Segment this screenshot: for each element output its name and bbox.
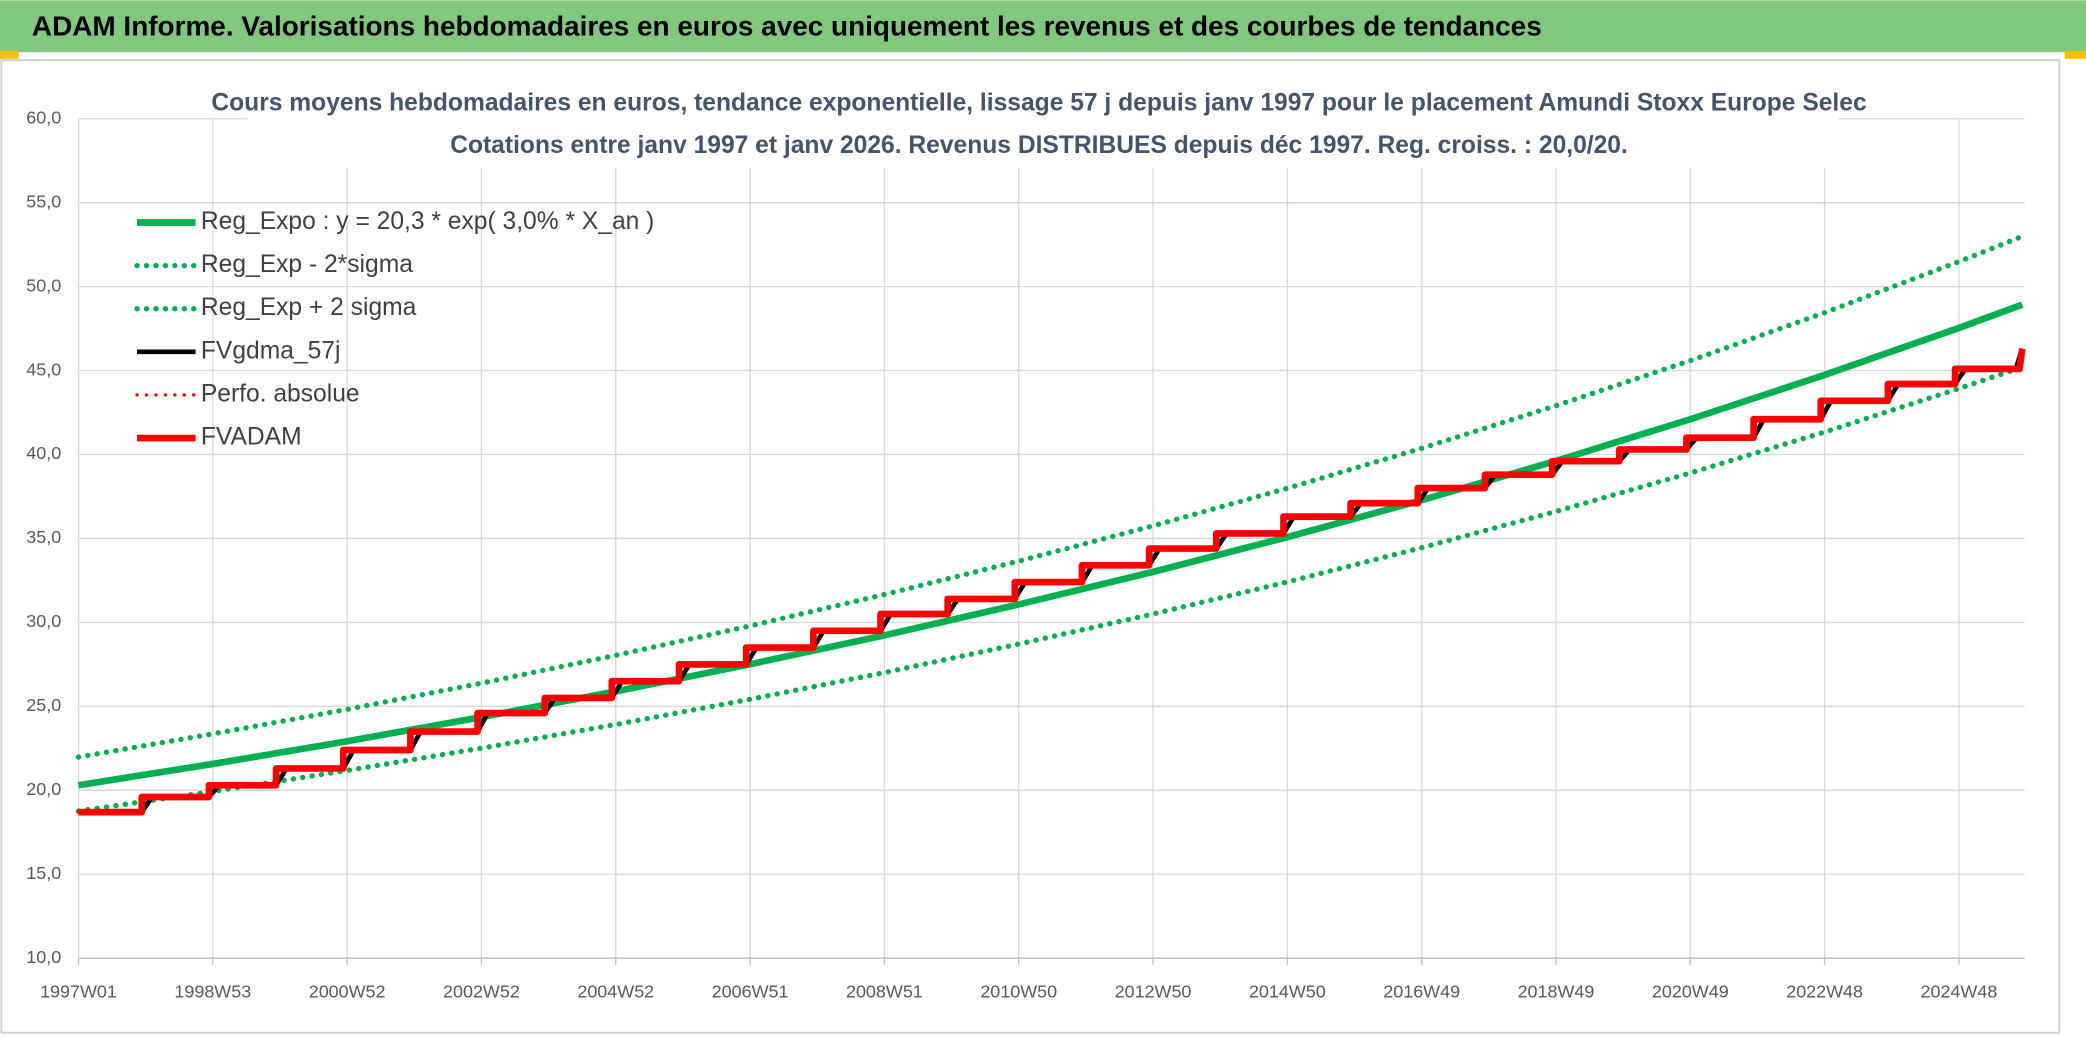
y-tick-label: 45,0 <box>26 359 61 379</box>
x-tick-label: 2012W50 <box>1115 982 1192 1002</box>
x-tick-label: 2020W49 <box>1652 982 1729 1002</box>
y-tick-label: 55,0 <box>26 191 61 211</box>
y-tick-label: 30,0 <box>26 611 61 631</box>
legend-label: FVgdma_57j <box>201 337 341 364</box>
x-tick-label: 2022W48 <box>1786 982 1863 1002</box>
x-tick-label: 2004W52 <box>577 982 654 1002</box>
chart-title: Cours moyens hebdomadaires en euros, ten… <box>211 90 1866 117</box>
y-tick-label: 40,0 <box>26 443 61 463</box>
grid: 10,0 15,0 20,0 25,0 30,0 35,0 40,0 45,0 50,0 55,0… <box>26 107 2025 1002</box>
y-tick-label: 60,0 <box>26 107 61 127</box>
y-tick-label: 35,0 <box>26 527 61 547</box>
x-tick-label: 2016W49 <box>1383 982 1460 1002</box>
corner-mark <box>0 50 19 59</box>
x-tick-label: 2014W50 <box>1249 982 1326 1002</box>
y-tick-label: 15,0 <box>26 863 61 883</box>
y-tick-label: 25,0 <box>26 695 61 715</box>
x-tick-label: 2002W52 <box>443 982 520 1002</box>
legend-label: FVADAM <box>201 424 302 451</box>
x-tick-label: 2024W48 <box>1921 982 1998 1002</box>
corner-mark <box>2064 50 2086 59</box>
x-tick-label: 2008W51 <box>846 982 923 1002</box>
title-backdrop <box>247 85 1839 168</box>
line-series <box>75 364 2025 814</box>
legend-label: Reg_Exp + 2 sigma <box>201 294 417 321</box>
line-series <box>75 233 2025 760</box>
x-tick-label: 2000W52 <box>309 982 386 1002</box>
y-tick-label: 10,0 <box>26 947 61 967</box>
x-tick-label: 1997W01 <box>40 982 117 1002</box>
x-tick-label: 1998W53 <box>174 982 251 1002</box>
header-band <box>0 0 2086 53</box>
line-series <box>78 348 2026 816</box>
legend-label: Perfo. absolue <box>201 380 360 407</box>
legend-label: Reg_Expo : y = 20,3 * exp( 3,0% * X_an ) <box>201 208 654 235</box>
x-tick-label: 2006W51 <box>712 982 789 1002</box>
y-tick-label: 20,0 <box>26 779 61 799</box>
header-title: ADAM Informe. Valorisations hebdomadaire… <box>32 11 1542 42</box>
legend: Reg_Expo : y = 20,3 * exp( 3,0% * X_an )… <box>134 208 654 451</box>
chart-frame <box>0 59 2061 1034</box>
y-tick-label: 50,0 <box>26 275 61 295</box>
legend-label: Reg_Exp - 2*sigma <box>201 251 413 278</box>
x-tick-label: 2010W50 <box>980 982 1057 1002</box>
plot-area <box>75 233 2026 816</box>
x-tick-label: 2018W49 <box>1518 982 1595 1002</box>
chart-subtitle: Cotations entre janv 1997 et janv 2026. … <box>450 132 1628 159</box>
